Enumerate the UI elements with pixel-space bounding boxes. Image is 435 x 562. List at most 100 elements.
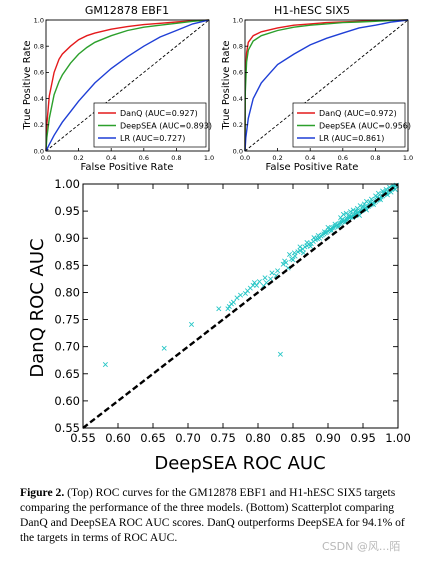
scatter-ytick-label-1: 0.60 — [54, 394, 80, 408]
roc1-xtick-label-0: 0.0 — [41, 154, 51, 162]
scatter-xtick-label-4: 0.75 — [210, 431, 236, 445]
roc2-ytick-label-5: 1.0 — [233, 16, 243, 24]
scatter-xtick-label-8: 0.95 — [350, 431, 376, 445]
scatter-point-127 — [354, 205, 360, 211]
scatter-point-138 — [262, 275, 268, 281]
scatter-point-119 — [383, 186, 389, 192]
roc1-xtick-label-1: 0.2 — [73, 154, 83, 162]
scatter-ytick-label-7: 0.90 — [54, 231, 80, 245]
scatter-point-1 — [161, 345, 167, 351]
scatter-point-142 — [228, 301, 234, 307]
scatter-ytick-label-0: 0.55 — [54, 421, 80, 435]
roc1-xtick-label-2: 0.4 — [106, 154, 116, 162]
scatter-point-132 — [289, 256, 295, 262]
roc1-ylabel: True Positive Rate — [22, 40, 33, 130]
roc2-ylabel: True Positive Rate — [221, 40, 232, 130]
scatter-point-0 — [102, 362, 108, 368]
roc1-curve-0 — [45, 19, 210, 152]
scatter-point-95 — [363, 207, 370, 213]
scatter-ylabel: DanQ ROC AUC — [27, 238, 48, 377]
roc2-ytick-label-4: 0.8 — [233, 43, 243, 51]
roc1-xtick-label-4: 0.8 — [171, 154, 181, 162]
scatter-point-134 — [282, 258, 288, 264]
roc2-xtick-label-4: 0.8 — [370, 154, 380, 162]
scatter-point-106 — [311, 235, 317, 241]
watermark: CSDN @风...陌 — [322, 540, 401, 553]
roc1-title: GM12878 EBF1 — [85, 4, 169, 17]
scatter-point-115 — [368, 196, 374, 202]
caption-label: Figure 2. — [20, 486, 65, 499]
scatter-point-3 — [216, 306, 222, 312]
scatter-point-117 — [375, 190, 381, 196]
roc1-ytick-label-4: 0.8 — [34, 43, 44, 51]
scatter-point-133 — [291, 250, 297, 256]
scatter-ytick-label-2: 0.65 — [54, 367, 80, 381]
scatter-xtick-label-6: 0.85 — [280, 431, 306, 445]
scatter-point-113 — [300, 250, 307, 256]
roc2-ytick-label-2: 0.4 — [233, 95, 243, 103]
roc2-xtick-label-1: 0.2 — [272, 154, 282, 162]
scatter-xtick-label-5: 0.80 — [245, 431, 271, 445]
scatter-point-12 — [256, 279, 262, 285]
scatter-xlabel: DeepSEA ROC AUC — [154, 453, 325, 474]
roc2-curve-2 — [244, 19, 409, 152]
roc1-ytick-label-0: 0.0 — [34, 147, 44, 155]
scatter-point-125 — [361, 201, 367, 207]
scatter-point-7 — [237, 292, 244, 298]
scatter-ytick-label-6: 0.85 — [54, 258, 80, 272]
roc-panel-h1hesc: H1-hESC SIX5 False Positive Rate True Po… — [221, 4, 413, 173]
roc1-frame — [45, 19, 210, 152]
roc2-xtick-label-2: 0.4 — [305, 154, 315, 162]
roc1-legend-entry-2: LR (AUC=0.727) — [120, 134, 185, 143]
roc2-title: H1-hESC SIX5 — [274, 4, 350, 17]
scatter-xtick-label-1: 0.60 — [105, 431, 131, 445]
scatter-point-24 — [297, 248, 303, 254]
roc-panel-gm12878: GM12878 EBF1 False Positive Rate True Po… — [22, 4, 214, 173]
scatter-point-128 — [343, 210, 349, 216]
scatter-point-126 — [350, 207, 356, 213]
roc1-legend-entry-0: DanQ (AUC=0.927) — [120, 109, 198, 118]
roc1-xlabel: False Positive Rate — [81, 162, 174, 173]
scatter-point-17 — [277, 351, 283, 357]
roc2-legend-entry-2: LR (AUC=0.861) — [319, 134, 384, 143]
roc1-xtick-label-5: 1.0 — [204, 154, 214, 162]
roc2-legend-entry-1: DeepSEA (AUC=0.956) — [319, 122, 411, 131]
roc2-xtick-label-5: 1.0 — [403, 154, 413, 162]
roc2-frame — [244, 19, 409, 152]
scatter-point-18 — [280, 261, 286, 267]
scatter-xtick-label-3: 0.70 — [175, 431, 201, 445]
roc1-curve-1 — [45, 19, 210, 152]
roc1-legend-entry-1: DeepSEA (AUC=0.893) — [120, 122, 212, 131]
scatter-point-97 — [370, 202, 377, 208]
scatter-ytick-label-9: 1.00 — [54, 177, 80, 191]
scatter-point-141 — [234, 295, 240, 301]
scatter-point-131 — [340, 211, 346, 217]
scatter-xtick-label-7: 0.90 — [315, 431, 341, 445]
roc1-ytick-label-1: 0.2 — [34, 121, 44, 129]
scatter-point-139 — [251, 280, 258, 286]
scatter-point-93 — [356, 212, 363, 218]
scatter-point-140 — [244, 288, 251, 294]
scatter-point-20 — [286, 251, 293, 258]
roc2-xlabel: False Positive Rate — [266, 162, 359, 173]
roc2-ytick-label-0: 0.0 — [233, 147, 243, 155]
scatter-xtick-label-0: 0.55 — [70, 431, 96, 445]
scatter-ytick-label-5: 0.80 — [54, 285, 80, 299]
roc2-xtick-label-3: 0.6 — [338, 154, 348, 162]
roc2-curve-1 — [244, 19, 409, 152]
scatter-point-136 — [275, 268, 281, 274]
caption-text: (Top) ROC curves for the GM12878 EBF1 an… — [20, 486, 405, 544]
scatter-panel: DeepSEA ROC AUC DanQ ROC AUC 0.55 0.60 0.6… — [27, 177, 411, 474]
roc2-ytick-label-3: 0.6 — [233, 69, 243, 77]
roc1-xtick-label-3: 0.6 — [139, 154, 149, 162]
scatter-point-109 — [328, 228, 335, 234]
scatter-xtick-label-2: 0.65 — [140, 431, 166, 445]
scatter-point-118 — [380, 188, 386, 194]
scatter-point-92 — [353, 208, 359, 214]
scatter-point-102 — [332, 221, 338, 227]
roc1-ytick-label-3: 0.6 — [34, 69, 44, 77]
figure-canvas: GM12878 EBF1 False Positive Rate True Po… — [22, 4, 413, 474]
scatter-point-137 — [269, 270, 275, 276]
scatter-ytick-label-4: 0.75 — [54, 313, 80, 327]
scatter-point-111 — [307, 243, 314, 249]
